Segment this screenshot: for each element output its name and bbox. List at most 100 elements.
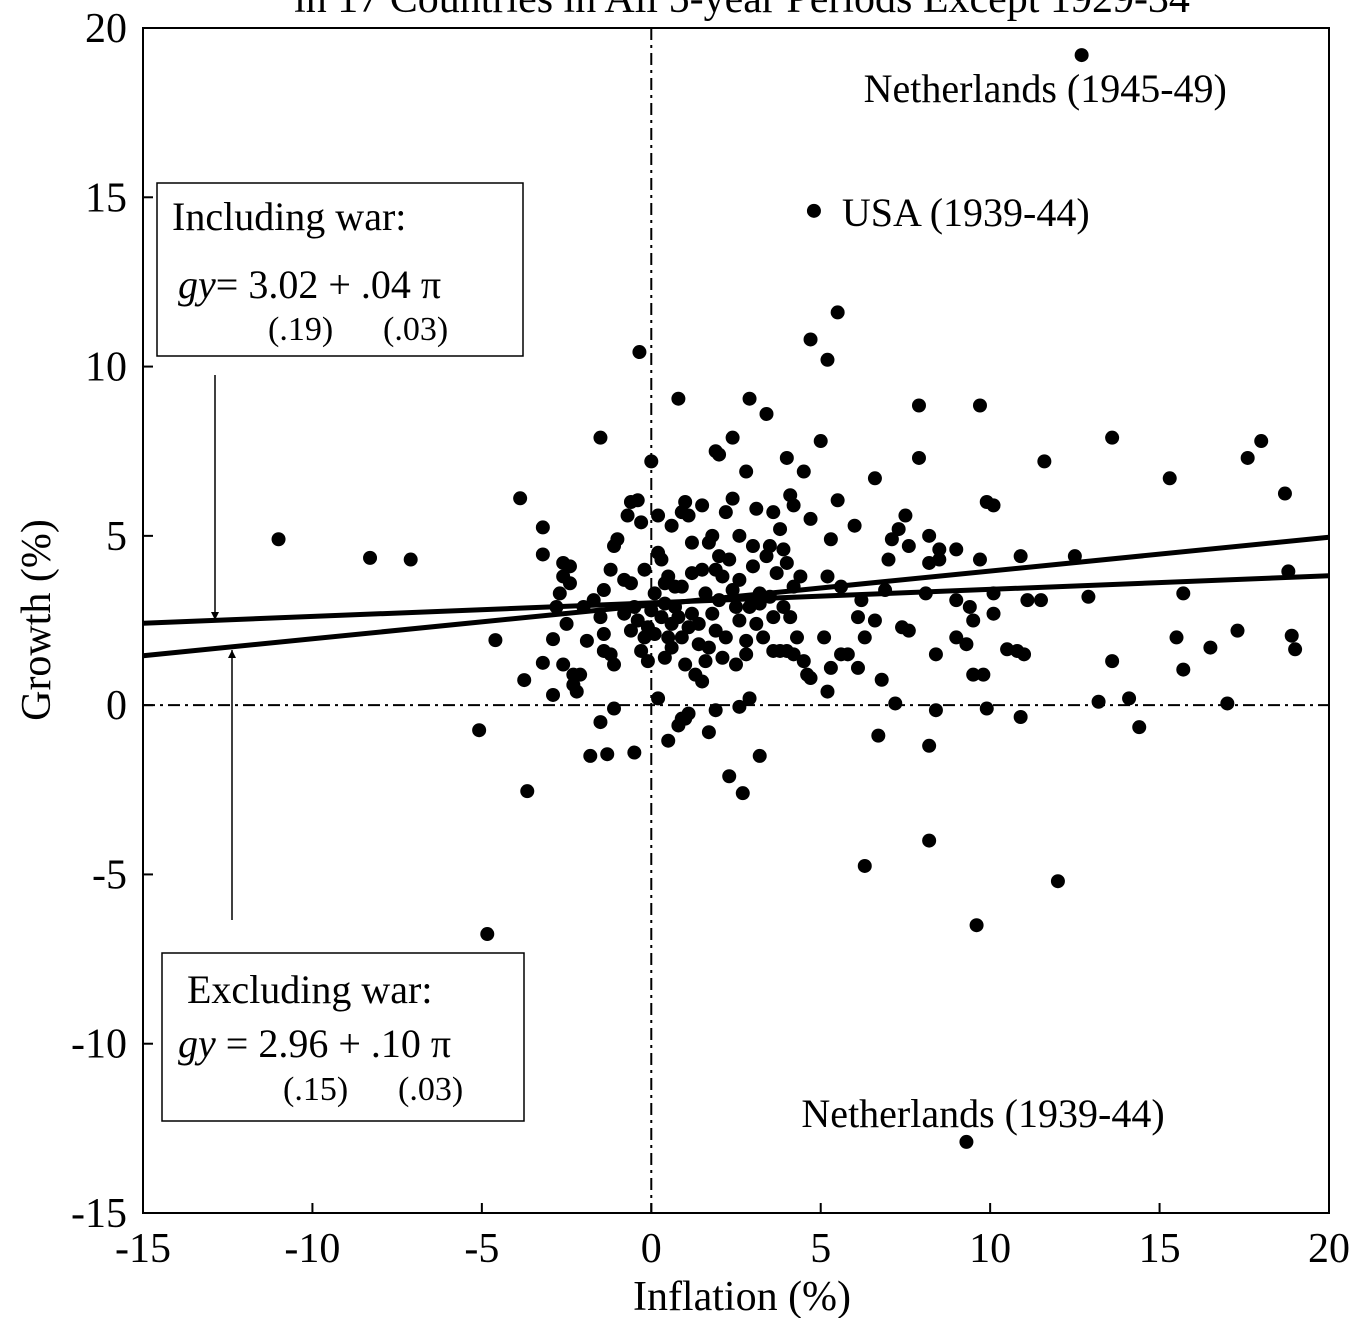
point [535,655,550,670]
point [681,508,696,523]
point [752,596,767,611]
point [708,703,723,718]
point [986,586,1001,601]
point [688,667,703,682]
point [674,630,689,645]
point [972,552,987,567]
standard-error: (.15) [283,1071,348,1108]
point [681,706,696,721]
point [630,493,645,508]
x-tick-label: 20 [1308,1226,1350,1272]
point [617,606,632,621]
point [1284,628,1299,643]
point [878,583,893,598]
point [708,623,723,638]
point [820,352,835,367]
equation-lhs: gy [178,262,216,307]
point [817,630,832,645]
point [535,547,550,562]
fit-equation: gy= 3.02 + .04 π [178,262,441,307]
point [857,858,872,873]
point [472,723,487,738]
point [786,498,801,513]
x-tick-label: 5 [810,1226,831,1272]
point [698,654,713,669]
point [271,532,286,547]
point [823,660,838,675]
point [661,733,676,748]
point [647,627,662,642]
point [668,599,683,614]
fit-heading: Excluding war: [187,967,433,1012]
point [596,627,611,642]
point [830,493,845,508]
point [898,508,913,523]
point [783,610,798,625]
point [1254,434,1269,449]
point [725,583,740,598]
point [932,542,947,557]
point [546,687,561,702]
point-label: Netherlands (1945-49) [864,66,1227,111]
point [732,613,747,628]
point [600,747,615,762]
point [674,579,689,594]
point [1277,486,1292,501]
point [520,784,535,799]
point [593,430,608,445]
point [695,562,710,577]
point [678,495,693,509]
y-tick-label: -15 [71,1191,127,1237]
point [874,672,889,687]
point [959,637,974,652]
point [732,528,747,543]
point [718,630,733,645]
equation-rhs: = 2.96 + .10 π [216,1021,451,1066]
point [640,654,655,669]
point [830,305,845,320]
point [1037,454,1052,469]
point [627,599,642,614]
point [678,657,693,672]
point [712,549,727,564]
point [759,549,774,564]
point [888,696,903,711]
point [803,511,818,526]
point [623,576,638,591]
point [1017,647,1032,662]
point [657,650,672,665]
point [664,518,679,533]
y-tick-label: 15 [85,175,127,221]
point [776,599,791,614]
point [986,606,1001,621]
point [742,691,757,706]
point [576,599,591,614]
plot-frame [142,27,1330,1214]
point [1132,720,1147,735]
point [562,559,577,574]
point [623,623,638,638]
point [739,464,754,479]
point [871,728,886,743]
point [793,569,808,584]
point [803,671,818,686]
point [745,539,760,554]
point [735,786,750,801]
point [966,613,981,628]
point [1169,630,1184,645]
point [749,616,764,631]
equation-lhs: gy [178,1021,216,1066]
point [820,569,835,584]
point [779,450,794,465]
point [911,450,926,465]
regression-line [142,573,1330,626]
point [513,491,528,506]
point [756,630,771,645]
point [517,673,532,688]
point [684,606,699,621]
point [488,633,503,648]
point [715,650,730,665]
point [922,833,937,848]
regression-line [142,534,1330,659]
